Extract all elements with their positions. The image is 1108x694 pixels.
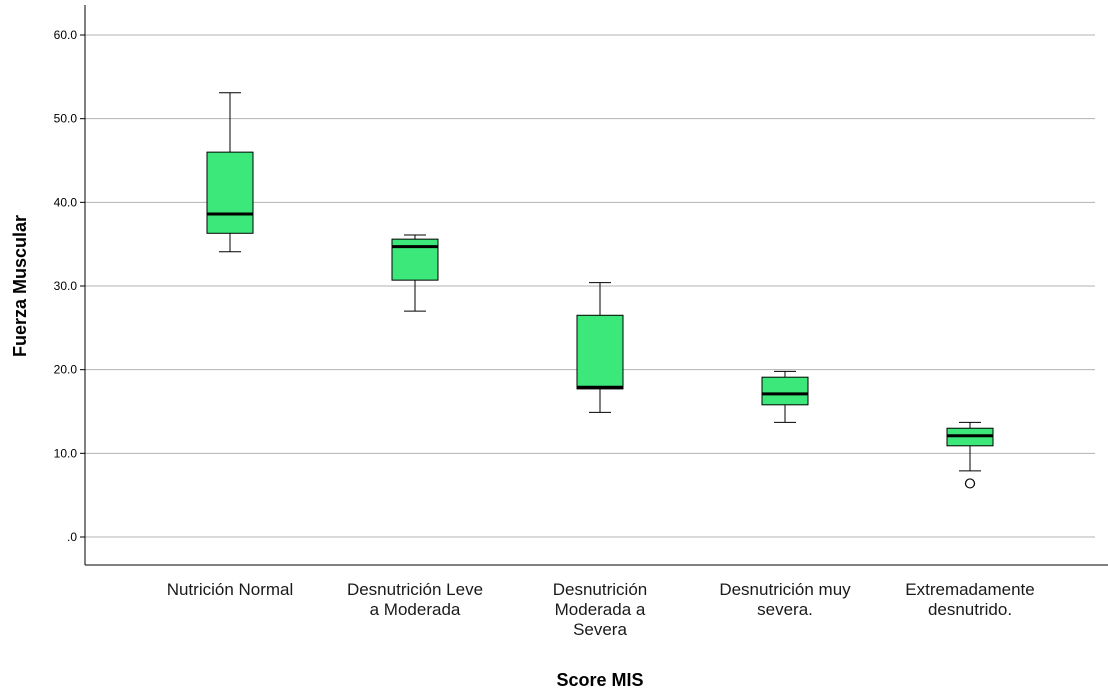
y-tick-label: 30.0 (54, 279, 78, 293)
box-group (576, 282, 624, 413)
box-group (946, 421, 994, 489)
y-tick-label: .0 (67, 530, 77, 544)
y-tick-labels: .0 10.0 20.0 30.0 40.0 50.0 60.0 (54, 28, 78, 544)
category-label: Extremadamente desnutrido. (905, 580, 1034, 619)
outlier-point (964, 478, 976, 489)
box-series (206, 92, 994, 489)
y-tick-label: 50.0 (54, 112, 78, 126)
category-label: Desnutrición Moderada a Severa (553, 580, 648, 639)
iqr-box (761, 376, 809, 406)
iqr-box (206, 151, 254, 234)
iqr-box (576, 314, 624, 390)
box-group (206, 92, 254, 253)
y-tick-label: 60.0 (54, 28, 78, 42)
category-label: Desnutrición muy severa. (719, 580, 851, 619)
box-group (761, 370, 809, 423)
x-axis-title: Score MIS (556, 670, 643, 690)
grid-lines (80, 34, 1095, 538)
category-label: Nutrición Normal (167, 580, 294, 599)
y-tick-label: 20.0 (54, 363, 78, 377)
axes (84, 5, 1108, 566)
category-label: Desnutrición Leve a Moderada (347, 580, 483, 619)
y-axis-title: Fuerza Muscular (10, 215, 30, 357)
category-labels: Nutrición Normal Desnutrición Leve a Moder… (167, 580, 1035, 639)
y-tick-label: 40.0 (54, 195, 78, 209)
box-group (391, 234, 439, 312)
y-tick-label: 10.0 (54, 446, 78, 460)
